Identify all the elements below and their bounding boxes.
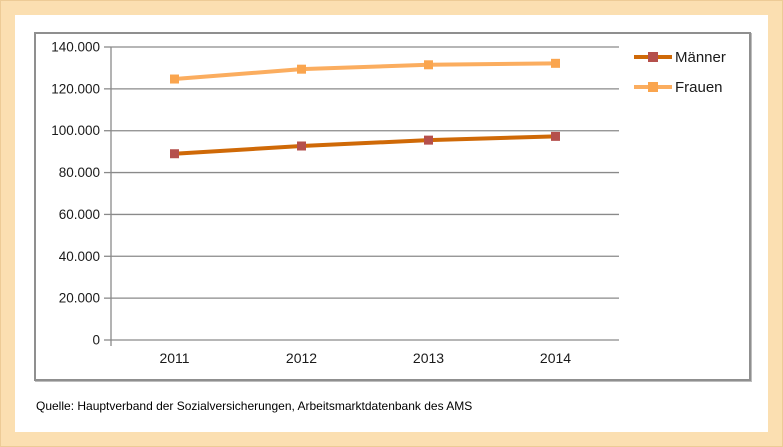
plot-frame: 0 20.000 40.000 60.000 80.000 100.000 120.000 1… <box>34 32 751 381</box>
y-tick-label: 80.000 <box>59 165 100 180</box>
legend-marker-icon <box>648 82 658 92</box>
series-line <box>172 134 558 156</box>
legend-swatch-frauen <box>634 82 672 92</box>
legend-item-frauen: Frauen <box>634 72 726 102</box>
y-tick-label: 40.000 <box>59 249 100 264</box>
series-maenner <box>170 131 560 159</box>
x-tick-label: 2011 <box>159 350 189 366</box>
x-tick-label: 2013 <box>413 350 444 366</box>
legend-marker-icon <box>648 52 658 62</box>
y-tick-label: 120.000 <box>51 81 100 96</box>
data-point-marker <box>170 74 179 84</box>
data-point-marker <box>424 60 433 70</box>
y-tick-label: 140.000 <box>51 40 100 55</box>
y-gridlines <box>104 46 619 341</box>
x-tick-label: 2014 <box>540 350 571 366</box>
y-tick-label: 100.000 <box>51 123 100 138</box>
data-point-marker <box>297 141 306 151</box>
chart-legend: Männer Frauen <box>634 42 726 102</box>
legend-label: Frauen <box>675 78 723 96</box>
y-axis-labels: 0 20.000 40.000 60.000 80.000 100.000 120.000 1… <box>51 40 100 348</box>
data-point-marker <box>297 64 306 74</box>
data-point-marker <box>551 131 560 141</box>
y-tick-label: 60.000 <box>59 207 100 222</box>
x-axis-labels: 2011 2012 2013 2014 <box>159 350 571 366</box>
series-line <box>172 61 558 82</box>
line-chart: 0 20.000 40.000 60.000 80.000 100.000 120.000 1… <box>51 40 619 366</box>
data-point-marker <box>424 135 433 145</box>
y-tick-label: 20.000 <box>59 291 100 306</box>
data-point-marker <box>170 149 179 159</box>
data-point-marker <box>551 58 560 68</box>
legend-label: Männer <box>675 48 726 66</box>
source-note: Quelle: Hauptverband der Sozialversicher… <box>36 399 473 413</box>
chart-canvas: 0 20.000 40.000 60.000 80.000 100.000 120.000 1… <box>15 15 768 432</box>
y-tick-label: 0 <box>92 333 100 348</box>
legend-swatch-maenner <box>634 52 672 62</box>
legend-item-maenner: Männer <box>634 42 726 72</box>
series-frauen <box>170 58 560 84</box>
x-tick-label: 2012 <box>286 350 317 366</box>
